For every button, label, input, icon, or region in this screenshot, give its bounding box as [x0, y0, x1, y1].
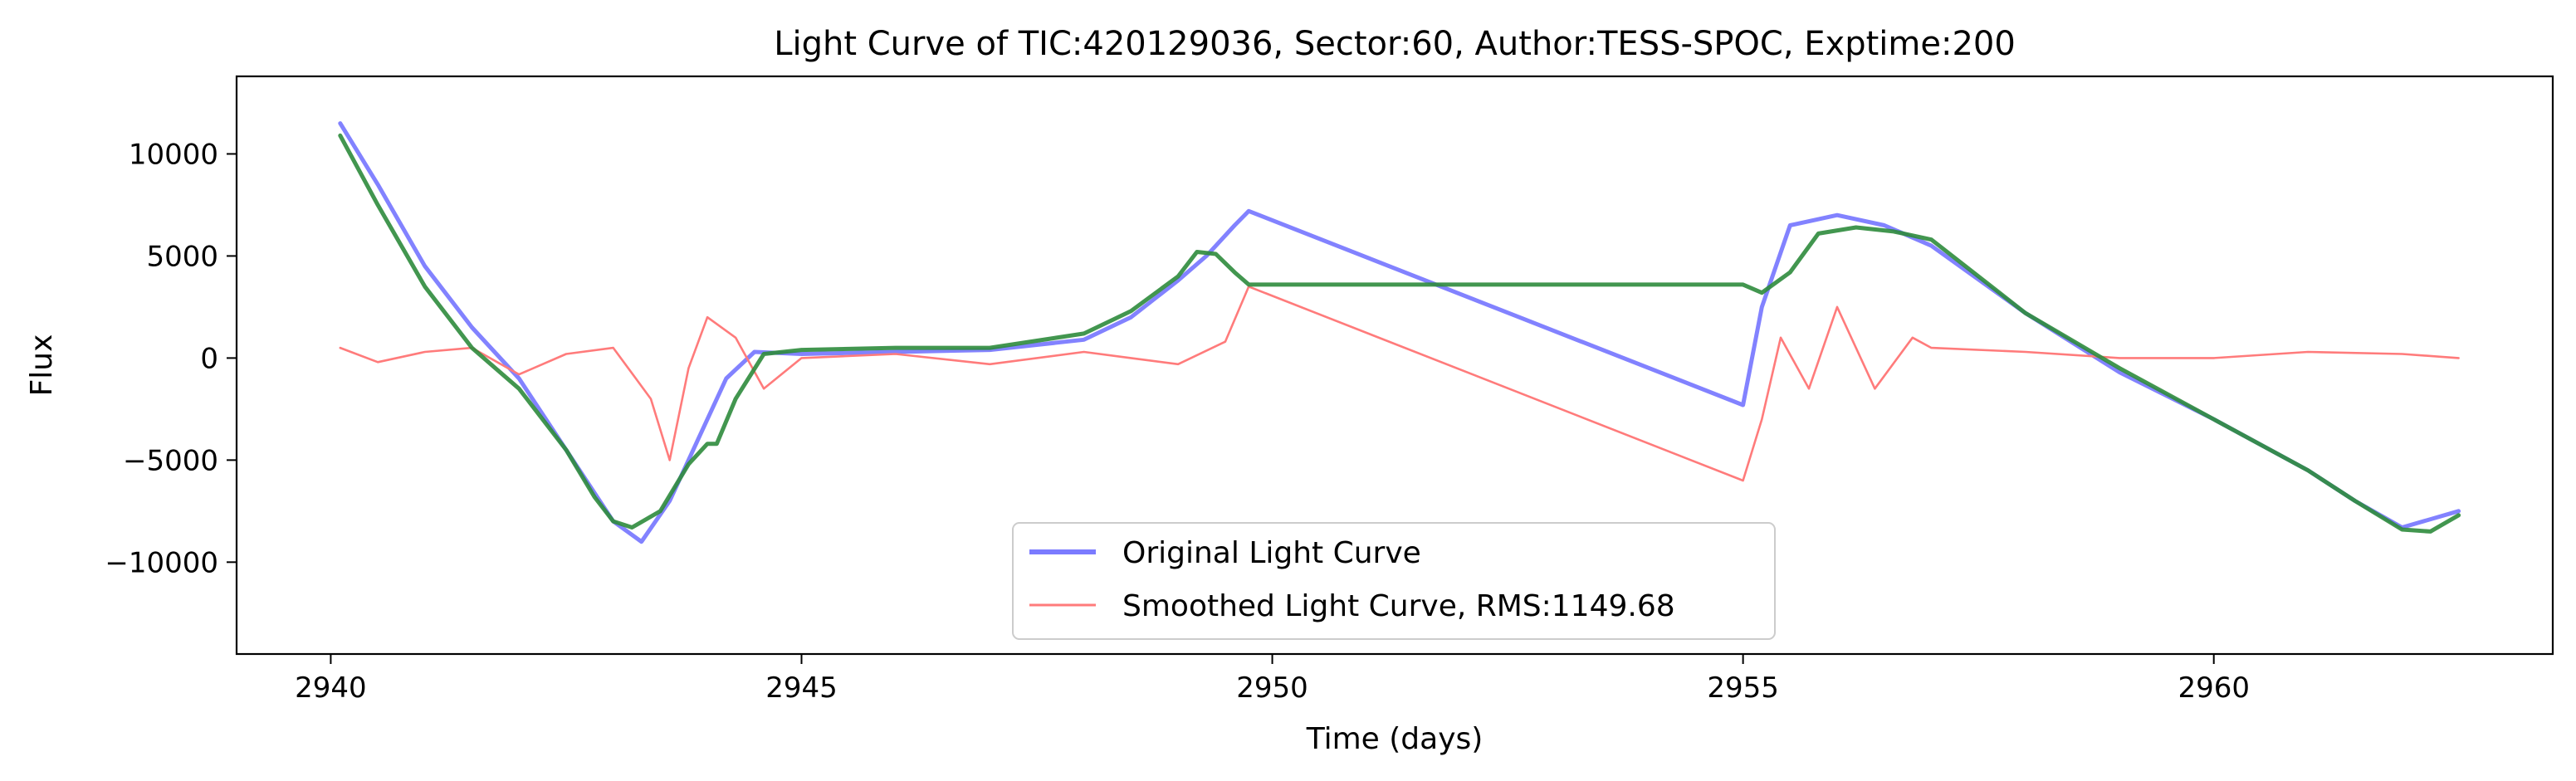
legend-box [1012, 522, 1776, 640]
y-axis-ticks: −10000 −5000 0 5000 10000 [105, 138, 237, 579]
series-line-1 [339, 285, 2460, 482]
series-line-0 [338, 121, 2461, 544]
x-tick-label: 2960 [2178, 671, 2250, 705]
plot-frame [235, 75, 2554, 656]
x-tick-label: 2940 [295, 671, 367, 705]
y-tick-label: −10000 [105, 546, 218, 579]
y-tick-label: 10000 [129, 138, 218, 171]
x-axis-ticks: 2940 2945 2950 2955 2960 [295, 654, 2250, 705]
legend-label-smoothed: Smoothed Light Curve, RMS:1149.68 [1122, 589, 1675, 623]
x-tick-label: 2955 [1707, 671, 1779, 705]
legend: Original Light Curve Smoothed Light Curv… [1012, 522, 1776, 640]
legend-label-original: Original Light Curve [1122, 536, 1421, 570]
y-tick-label: 0 [200, 342, 218, 375]
y-tick-label: −5000 [123, 444, 218, 477]
chart-title: Light Curve of TIC:420129036, Sector:60,… [774, 25, 2016, 63]
y-tick-label: 5000 [146, 240, 218, 273]
series-line-2 [338, 133, 2461, 534]
y-axis-label: Flux [25, 334, 59, 397]
plot-area [338, 121, 2461, 544]
x-axis-label: Time (days) [1306, 722, 1484, 756]
x-tick-label: 2950 [1236, 671, 1308, 705]
series-layer [338, 121, 2461, 544]
x-tick-label: 2945 [765, 671, 838, 705]
